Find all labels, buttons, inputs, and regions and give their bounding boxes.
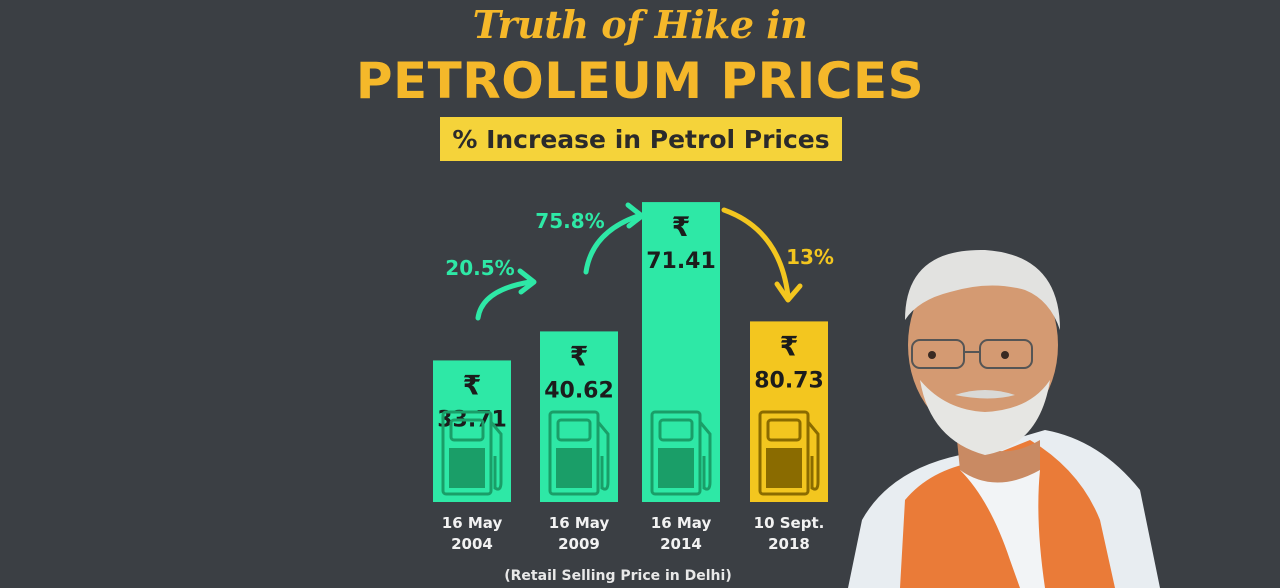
fuel-pump-display bbox=[658, 418, 694, 442]
category-label: 2014 bbox=[660, 535, 702, 553]
fuel-pump-body bbox=[658, 448, 694, 488]
category-label: 10 Sept. bbox=[754, 514, 825, 532]
arrow-head bbox=[625, 202, 645, 229]
category-label: 2009 bbox=[558, 535, 600, 553]
fuel-nozzle-hose bbox=[596, 421, 610, 491]
arrow-head bbox=[517, 268, 537, 295]
increase-arrow bbox=[583, 213, 641, 275]
bar-value-label: 40.62 bbox=[544, 378, 614, 403]
fuel-pump-display bbox=[449, 418, 485, 442]
fuel-nozzle-hose bbox=[806, 421, 820, 491]
fuel-pump-body bbox=[766, 448, 802, 488]
subtitle-text: % Increase in Petrol Prices bbox=[452, 124, 830, 154]
category-label: 2018 bbox=[768, 535, 810, 553]
rupee-symbol: ₹ bbox=[672, 212, 691, 243]
chart-footnote: (Retail Selling Price in Delhi) bbox=[504, 568, 731, 584]
fuel-pump-body bbox=[556, 448, 592, 488]
rupee-symbol: ₹ bbox=[780, 331, 799, 362]
subtitle-badge: % Increase in Petrol Prices bbox=[440, 117, 842, 161]
fuel-pump-icon bbox=[441, 410, 493, 496]
rupee-symbol: ₹ bbox=[570, 341, 589, 372]
fuel-nozzle-hose bbox=[698, 421, 712, 491]
rupee-symbol: ₹ bbox=[463, 370, 482, 401]
increase-arrow bbox=[721, 207, 791, 299]
increase-label: 20.5% bbox=[445, 256, 514, 280]
increase-label: 75.8% bbox=[535, 209, 604, 233]
fuel-pump-icon bbox=[650, 410, 702, 496]
title-line-2: PETROLEUM PRICES bbox=[355, 52, 925, 110]
increase-label: 13% bbox=[786, 245, 834, 269]
category-label: 16 May bbox=[651, 514, 712, 532]
category-label: 2004 bbox=[451, 535, 493, 553]
fuel-pump-display bbox=[766, 418, 802, 442]
arrow-head bbox=[774, 281, 803, 303]
bar-value-label: 71.41 bbox=[646, 249, 716, 274]
bar-value-label: 80.73 bbox=[754, 368, 824, 393]
fuel-pump-body bbox=[449, 448, 485, 488]
fuel-nozzle-hose bbox=[489, 421, 503, 491]
fuel-pump-display bbox=[556, 418, 592, 442]
increase-arrow bbox=[475, 279, 533, 321]
title-line-1: Truth of Hike in bbox=[472, 2, 808, 47]
category-label: 16 May bbox=[442, 514, 503, 532]
fuel-pump-icon bbox=[548, 410, 600, 496]
category-label: 16 May bbox=[549, 514, 610, 532]
fuel-pump-icon bbox=[758, 410, 810, 496]
